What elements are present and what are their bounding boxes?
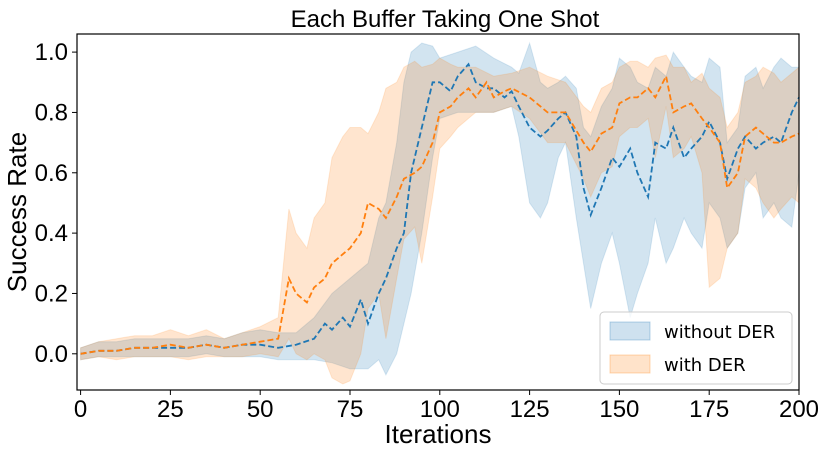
- chart-title: Each Buffer Taking One Shot: [291, 6, 600, 33]
- x-axis-ticks: 0 25 50 75 100 125 150 175 200: [74, 390, 819, 423]
- legend-swatch-without-der: [609, 321, 651, 341]
- x-tick-label: 25: [157, 396, 184, 423]
- x-tick-label: 150: [599, 396, 639, 423]
- x-tick-label: 200: [779, 396, 819, 423]
- legend-frame: [599, 311, 793, 385]
- y-tick-label: 1.0: [35, 39, 68, 66]
- x-tick-label: 0: [74, 396, 87, 423]
- plot-frame: [76, 33, 800, 391]
- y-tick-label: 0.6: [35, 160, 68, 187]
- legend-swatch-with-der: [609, 354, 651, 374]
- x-tick-label: 175: [689, 396, 729, 423]
- series-lines: [80, 62, 800, 355]
- y-tick-label: 0.4: [35, 220, 68, 247]
- legend: without DER with DER: [599, 311, 793, 385]
- x-axis-label: Iterations: [385, 419, 492, 449]
- y-axis-ticks: 0.0 0.2 0.4 0.6 0.8 1.0: [35, 39, 77, 368]
- x-tick-label: 125: [510, 396, 550, 423]
- y-tick-label: 0.0: [35, 341, 68, 368]
- series-line-without-der: [80, 62, 800, 355]
- series-line-with-der: [80, 73, 800, 355]
- y-tick-label: 0.2: [35, 280, 68, 307]
- legend-label-with-der: with DER: [664, 355, 746, 376]
- legend-label-without-der: without DER: [664, 322, 775, 343]
- x-tick-label: 100: [420, 396, 460, 423]
- y-tick-label: 0.8: [35, 99, 68, 126]
- x-tick-label: 75: [337, 396, 364, 423]
- y-axis-label: Success Rate: [2, 132, 32, 292]
- x-tick-label: 50: [247, 396, 274, 423]
